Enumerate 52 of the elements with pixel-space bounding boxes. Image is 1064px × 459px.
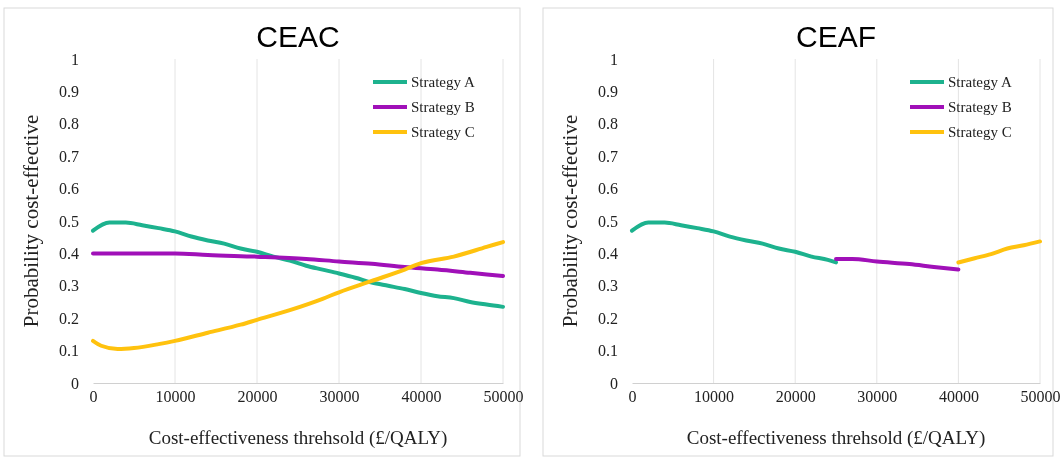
y-tick-label: 0.9 xyxy=(598,83,618,101)
x-tick-label: 50000 xyxy=(1020,388,1061,406)
legend-label: Strategy C xyxy=(948,124,1012,140)
y-tick-label: 0.8 xyxy=(59,115,79,133)
y-tick-label: 0.4 xyxy=(598,245,618,263)
legend-label: Strategy C xyxy=(411,124,475,140)
line-series xyxy=(91,240,505,351)
y-tick-label: 0.6 xyxy=(59,180,79,198)
y-tick-label: 0.7 xyxy=(59,147,79,165)
y-axis-title: Probability cost-effective xyxy=(558,114,582,328)
y-tick-label: 0.5 xyxy=(598,212,618,230)
y-tick-label: 0.2 xyxy=(59,309,79,327)
legend-label: Strategy A xyxy=(948,74,1012,90)
y-tick-label: 0.7 xyxy=(598,147,618,165)
x-tick-label: 20000 xyxy=(775,388,816,406)
line-series xyxy=(834,256,961,272)
x-axis-title: Cost-effectiveness threhsold (£/QALY) xyxy=(686,427,986,449)
y-tick-label: 0.2 xyxy=(598,309,618,327)
y-tick-label: 0.9 xyxy=(59,83,79,101)
x-tick-label: 30000 xyxy=(857,388,898,406)
y-tick-label: 0.4 xyxy=(59,245,79,263)
y-tick-label: 0.3 xyxy=(59,277,79,295)
y-axis-title: Probability cost-effective xyxy=(19,114,43,328)
line-series xyxy=(956,239,1042,265)
x-tick-label: 0 xyxy=(89,388,98,406)
y-tick-label: 1 xyxy=(610,50,618,68)
y-tick-label: 0 xyxy=(71,374,79,392)
x-tick-label: 30000 xyxy=(319,388,360,406)
chart-title: CEAF xyxy=(795,20,877,53)
legend-label: Strategy A xyxy=(411,74,475,90)
y-tick-label: 0 xyxy=(610,374,618,392)
y-tick-label: 0.1 xyxy=(598,342,618,360)
line-series xyxy=(91,251,505,279)
y-tick-label: 0.6 xyxy=(598,180,618,198)
y-tick-label: 0.5 xyxy=(59,212,79,230)
legend-label: Strategy B xyxy=(411,99,475,115)
y-tick-label: 0.1 xyxy=(59,342,79,360)
x-axis-title: Cost-effectiveness threhsold (£/QALY) xyxy=(148,427,448,449)
x-tick-label: 50000 xyxy=(483,388,524,406)
x-tick-label: 10000 xyxy=(155,388,196,406)
x-tick-label: 10000 xyxy=(694,388,735,406)
line-series xyxy=(630,220,838,265)
x-tick-label: 40000 xyxy=(401,388,442,406)
y-tick-label: 0.8 xyxy=(598,115,618,133)
y-tick-label: 0.3 xyxy=(598,277,618,295)
legend-label: Strategy B xyxy=(948,99,1012,115)
x-tick-label: 0 xyxy=(628,388,637,406)
chart-title: CEAC xyxy=(256,20,340,53)
x-tick-label: 20000 xyxy=(237,388,278,406)
x-tick-label: 40000 xyxy=(938,388,979,406)
y-tick-label: 1 xyxy=(71,50,79,68)
line-series xyxy=(91,220,505,309)
